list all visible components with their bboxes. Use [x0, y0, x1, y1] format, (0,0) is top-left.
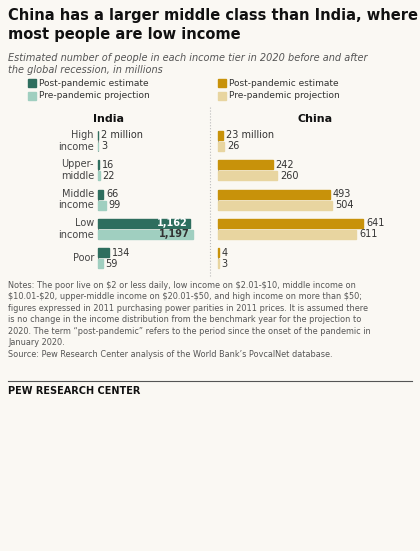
Text: 3: 3	[101, 141, 108, 151]
Text: 611: 611	[359, 229, 378, 239]
Text: PEW RESEARCH CENTER: PEW RESEARCH CENTER	[8, 386, 140, 396]
Text: China: China	[297, 114, 333, 124]
Bar	[218, 201, 332, 209]
Bar	[218, 190, 330, 198]
Bar	[218, 249, 219, 257]
Text: 1,197: 1,197	[159, 229, 190, 239]
Text: 99: 99	[109, 200, 121, 210]
Bar	[98, 190, 103, 198]
Bar	[98, 171, 100, 180]
Text: 4: 4	[222, 248, 228, 258]
Bar	[98, 249, 109, 257]
Bar	[98, 219, 190, 228]
Text: 242: 242	[276, 160, 294, 170]
Text: 66: 66	[106, 189, 118, 199]
Bar	[218, 142, 224, 151]
Text: Poor: Poor	[73, 253, 94, 263]
Bar	[218, 92, 226, 100]
Bar	[218, 219, 363, 228]
Bar	[98, 160, 99, 169]
Text: 1,162: 1,162	[157, 218, 187, 229]
Text: Low
income: Low income	[58, 218, 94, 240]
Text: Notes: The poor live on $2 or less daily, low income on $2.01-$10, middle income: Notes: The poor live on $2 or less daily…	[8, 281, 371, 359]
Text: Estimated number of people in each income tier in 2020 before and after
the glob: Estimated number of people in each incom…	[8, 53, 368, 75]
Text: India: India	[92, 114, 123, 124]
Text: Upper-
middle: Upper- middle	[61, 159, 94, 181]
Text: Middle
income: Middle income	[58, 188, 94, 210]
Bar	[98, 201, 106, 209]
Text: 504: 504	[335, 200, 354, 210]
Text: Post-pandemic estimate: Post-pandemic estimate	[229, 78, 339, 88]
Bar	[218, 171, 277, 180]
Bar	[218, 79, 226, 87]
Text: 3: 3	[222, 259, 228, 269]
Text: Pre-pandemic projection: Pre-pandemic projection	[229, 91, 340, 100]
Bar	[218, 160, 273, 169]
Bar	[218, 131, 223, 140]
Text: 23 million: 23 million	[226, 130, 274, 140]
Text: 260: 260	[280, 171, 298, 181]
Bar	[28, 79, 36, 87]
Bar	[98, 260, 102, 268]
Bar	[98, 230, 193, 239]
Text: 59: 59	[106, 259, 118, 269]
Bar	[218, 230, 356, 239]
Bar	[218, 260, 219, 268]
Text: China has a larger middle class than India, where
most people are low income: China has a larger middle class than Ind…	[8, 8, 418, 41]
Text: Pre-pandemic projection: Pre-pandemic projection	[39, 91, 150, 100]
Text: 493: 493	[333, 189, 351, 199]
Text: 16: 16	[102, 160, 115, 170]
Text: Post-pandemic estimate: Post-pandemic estimate	[39, 78, 149, 88]
Text: 641: 641	[366, 218, 384, 229]
Text: 134: 134	[112, 248, 130, 258]
Bar	[28, 92, 36, 100]
Text: 2 million: 2 million	[101, 130, 143, 140]
Text: High
income: High income	[58, 130, 94, 152]
Text: 22: 22	[103, 171, 115, 181]
Text: 26: 26	[227, 141, 239, 151]
